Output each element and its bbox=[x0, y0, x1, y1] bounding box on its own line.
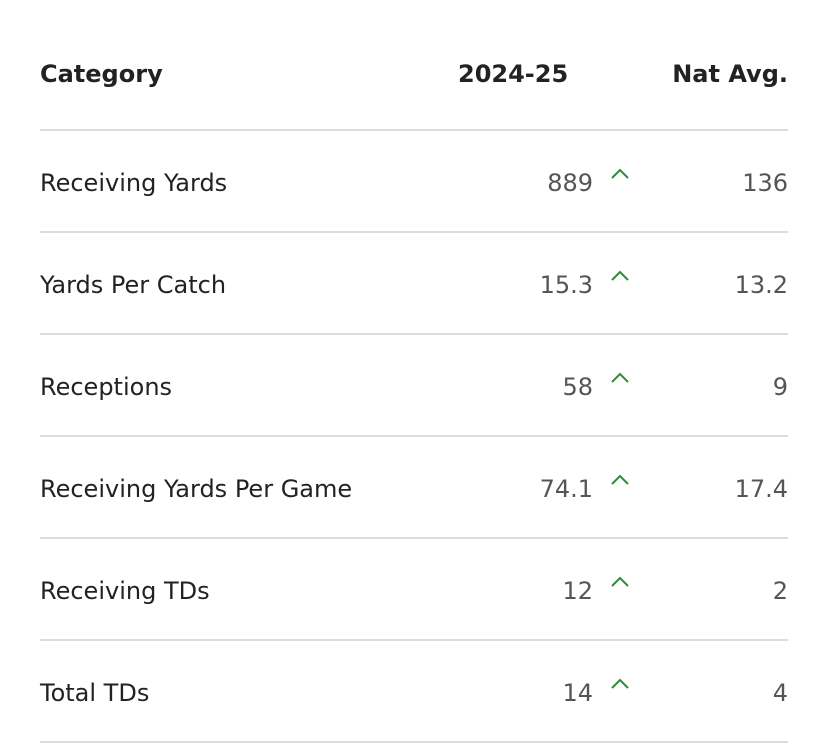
table-header: Category 2024-25 Nat Avg. bbox=[40, 0, 788, 131]
up-caret-icon bbox=[608, 367, 632, 387]
row-category: Receiving Yards bbox=[40, 169, 228, 197]
row-nat-avg: 2 bbox=[772, 577, 788, 605]
row-nat-avg: 4 bbox=[772, 679, 788, 707]
table-row: Receiving Yards Per Game 74.1 17.4 bbox=[40, 437, 788, 539]
row-nat-avg: 13.2 bbox=[734, 271, 788, 299]
row-season-value: 15.3 bbox=[539, 271, 593, 299]
table-row: Receiving TDs 12 2 bbox=[40, 539, 788, 641]
table-row: Total TDs 14 4 bbox=[40, 641, 788, 743]
table-row: Receptions 58 9 bbox=[40, 335, 788, 437]
row-category: Receiving Yards Per Game bbox=[40, 475, 353, 503]
row-nat-avg: 17.4 bbox=[734, 475, 788, 503]
up-caret-icon bbox=[608, 469, 632, 489]
row-category: Yards Per Catch bbox=[40, 271, 227, 299]
up-caret-icon bbox=[608, 163, 632, 183]
up-caret-icon bbox=[608, 673, 632, 693]
header-season[interactable]: 2024-25 bbox=[458, 60, 569, 88]
row-season-value: 14 bbox=[562, 679, 593, 707]
table-row: Yards Per Catch 15.3 13.2 bbox=[40, 233, 788, 335]
row-category: Total TDs bbox=[40, 679, 150, 707]
row-season-value: 58 bbox=[562, 373, 593, 401]
row-season-value: 12 bbox=[562, 577, 593, 605]
row-category: Receiving TDs bbox=[40, 577, 210, 605]
up-caret-icon bbox=[608, 265, 632, 285]
row-season-value: 889 bbox=[547, 169, 593, 197]
stats-table: Category 2024-25 Nat Avg. Receiving Yard… bbox=[40, 0, 788, 743]
header-category[interactable]: Category bbox=[40, 60, 163, 88]
table-row: Receiving Yards 889 136 bbox=[40, 131, 788, 233]
row-nat-avg: 136 bbox=[742, 169, 788, 197]
header-nat-avg[interactable]: Nat Avg. bbox=[672, 60, 788, 88]
up-caret-icon bbox=[608, 571, 632, 591]
row-season-value: 74.1 bbox=[539, 475, 593, 503]
row-nat-avg: 9 bbox=[772, 373, 788, 401]
row-category: Receptions bbox=[40, 373, 173, 401]
